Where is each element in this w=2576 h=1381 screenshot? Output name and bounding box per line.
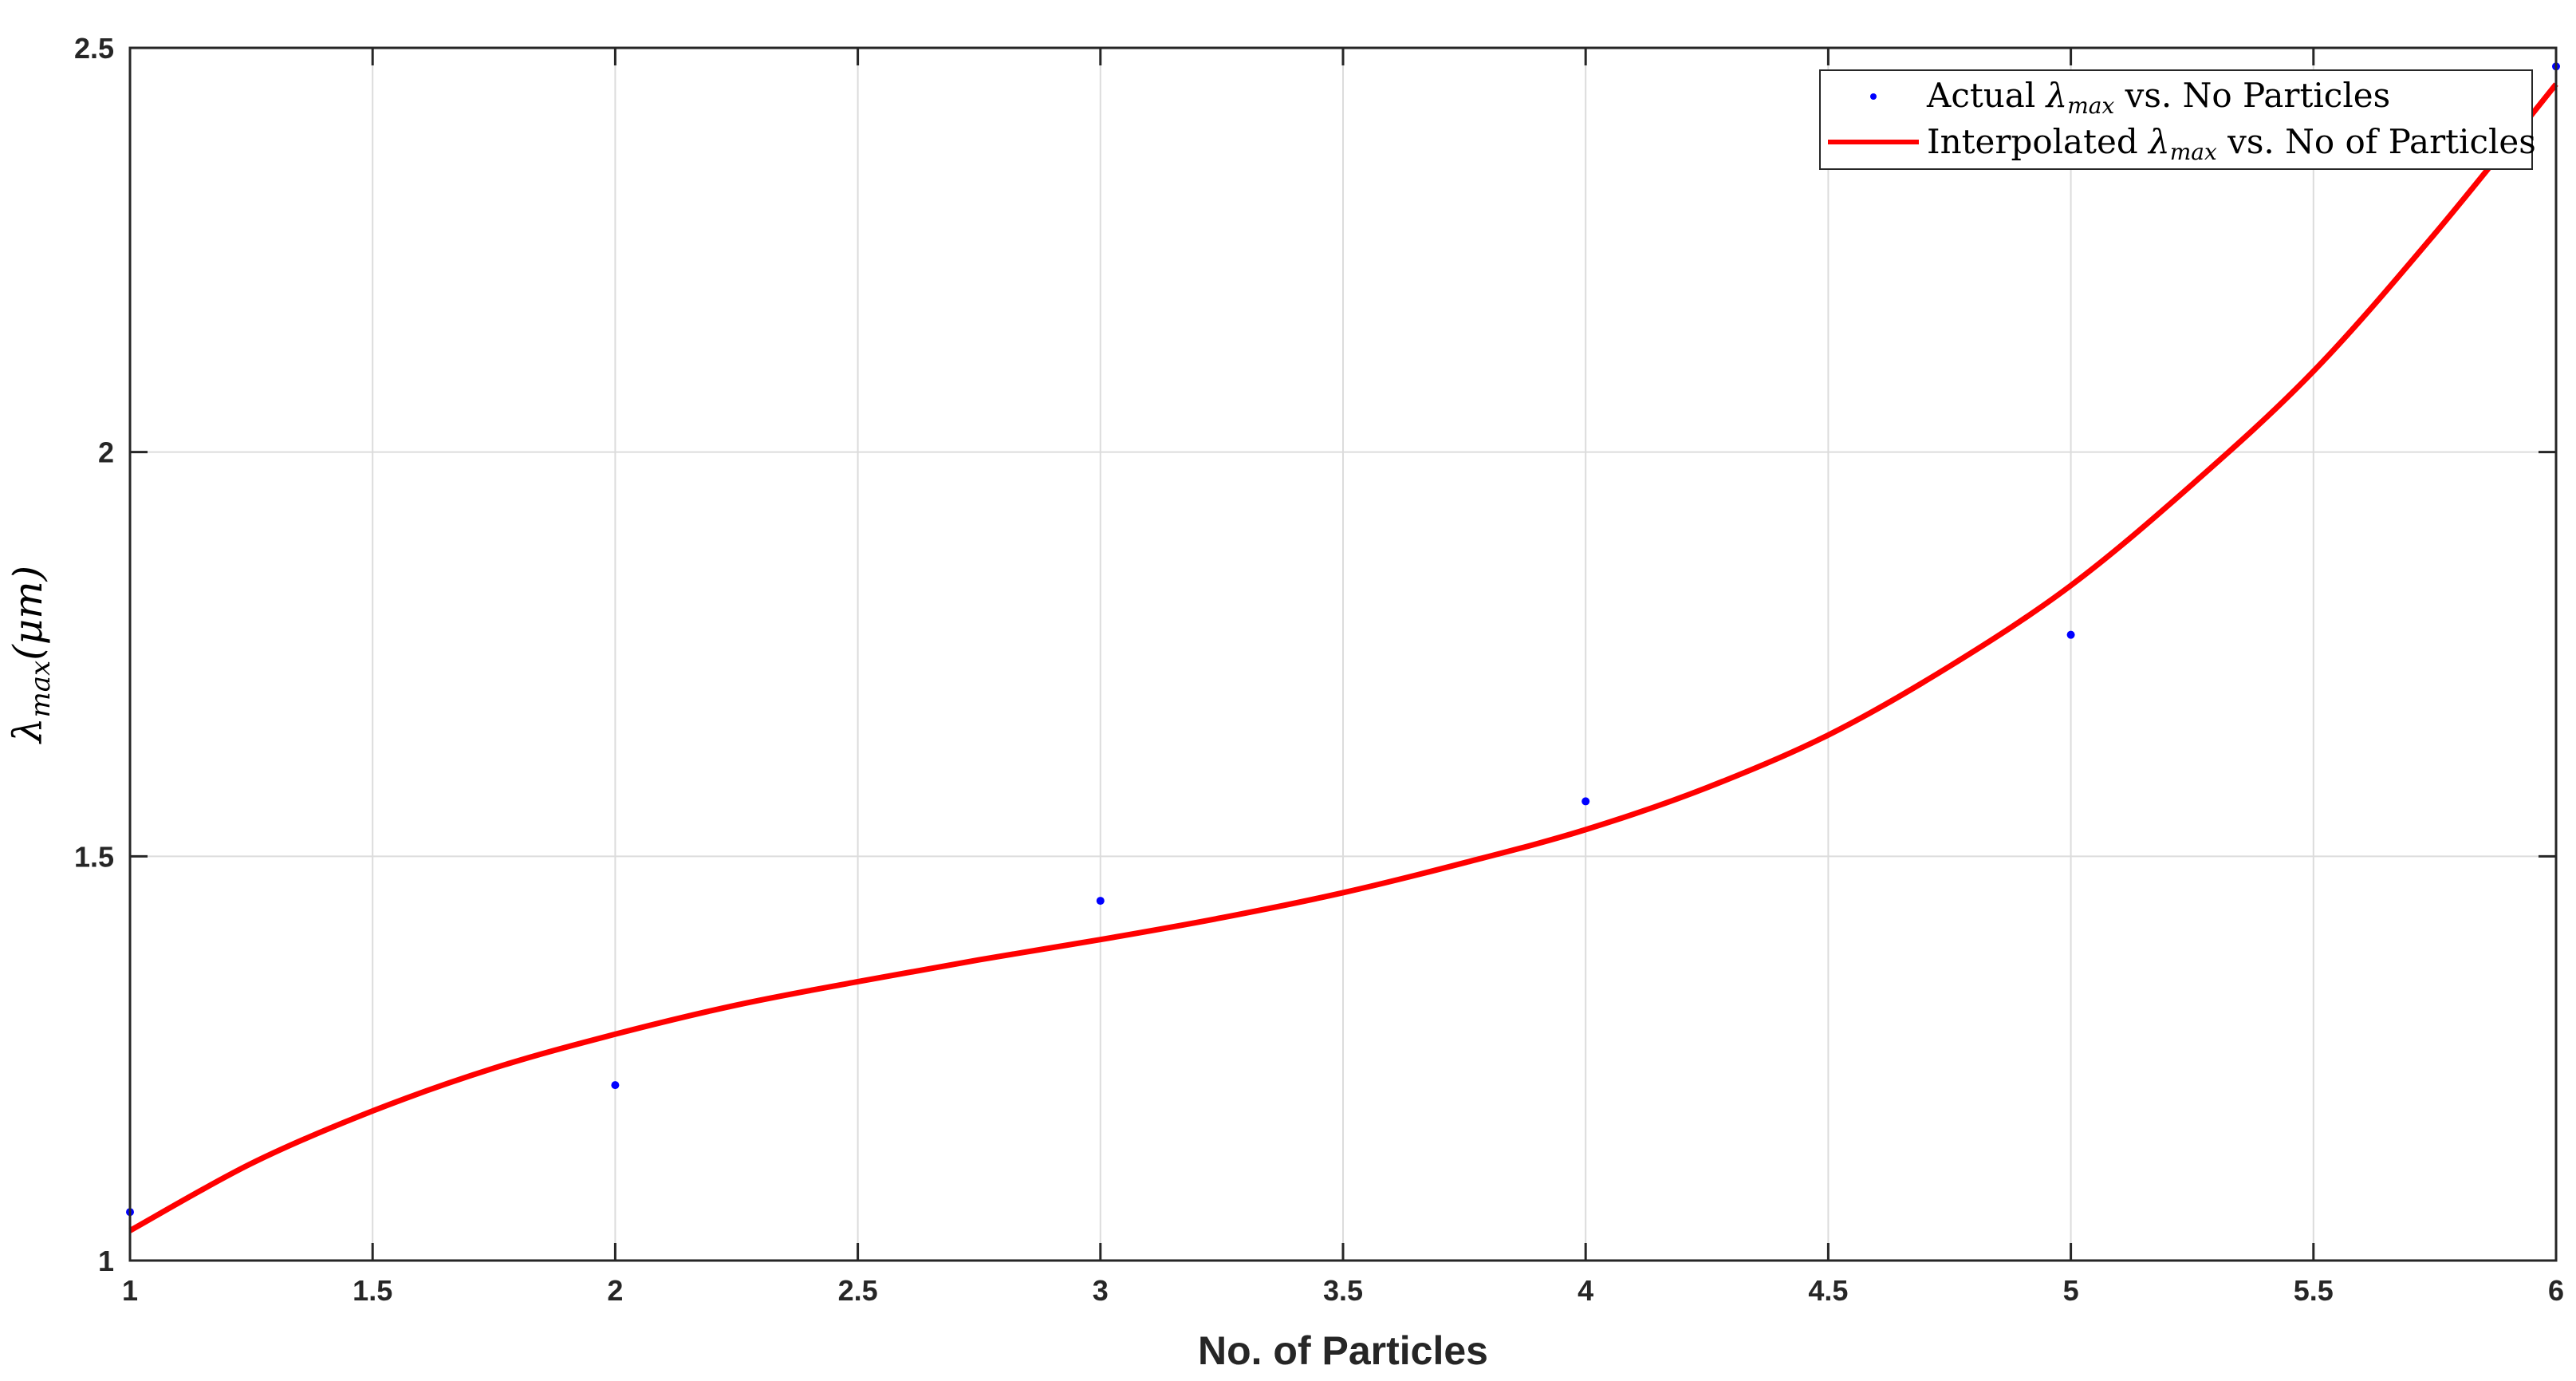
x-tick-label: 1.5: [353, 1274, 392, 1307]
legend-actual-prefix: Actual: [1926, 76, 2046, 115]
legend-actual-symbol: λ: [2045, 76, 2068, 115]
legend-marker-actual: [1870, 93, 1877, 100]
x-axis-title: No. of Particles: [1198, 1328, 1488, 1373]
x-tick-label: 3: [1093, 1274, 1109, 1307]
x-tick-label: 2: [607, 1274, 623, 1307]
series-line-interpolated: [128, 82, 2558, 1233]
x-tick-label: 5.5: [2294, 1274, 2334, 1307]
y-tick-label: 2.5: [74, 32, 114, 65]
y-axis-subscript: max: [25, 661, 57, 718]
data-point-actual: [2066, 630, 2075, 639]
legend-actual-suffix: vs. No Particles: [2114, 76, 2390, 115]
y-axis-title: λmax(μm): [5, 566, 57, 744]
legend-interp-suffix: vs. No of Particles: [2217, 122, 2536, 161]
axes-box: [128, 46, 2558, 1262]
x-tick-label: 2.5: [838, 1274, 878, 1307]
y-axis-unit: (μm): [5, 566, 51, 661]
x-tick-label: 5: [2063, 1274, 2079, 1307]
y-axis-symbol: λ: [5, 717, 51, 744]
x-tick-label: 1: [122, 1274, 138, 1307]
series-layer: [126, 62, 2560, 1233]
y-tick-label: 1.5: [74, 840, 114, 873]
legend-interp-symbol: λ: [2147, 122, 2170, 161]
y-tick-label: 2: [98, 436, 114, 469]
legend-entry-interpolated: Interpolated λmax vs. No of Particles: [1927, 122, 2536, 165]
data-point-actual: [1581, 797, 1590, 806]
data-point-actual: [1096, 897, 1105, 906]
x-tick-label: 3.5: [1323, 1274, 1363, 1307]
legend-interp-prefix: Interpolated: [1927, 122, 2149, 161]
legend-interp-subscript: max: [2170, 139, 2217, 165]
x-tick-label: 4.5: [1808, 1274, 1848, 1307]
legend-box: [1819, 69, 2533, 170]
legend-actual-subscript: max: [2067, 93, 2114, 119]
y-tick-labels: 1 1.5 2 2.5: [74, 32, 114, 1277]
x-tick-label: 4: [1578, 1274, 1593, 1307]
y-tick-label: 1: [98, 1245, 114, 1277]
legend: Actual λmax vs. No Particles Interpolate…: [1819, 69, 2536, 170]
legend-entry-actual: Actual λmax vs. No Particles: [1926, 76, 2390, 119]
x-tick-label: 6: [2548, 1274, 2564, 1307]
x-tick-labels: 1 1.5 2 2.5 3 3.5 4 4.5 5 5.5 6: [122, 1274, 2564, 1307]
data-point-actual: [611, 1081, 620, 1090]
